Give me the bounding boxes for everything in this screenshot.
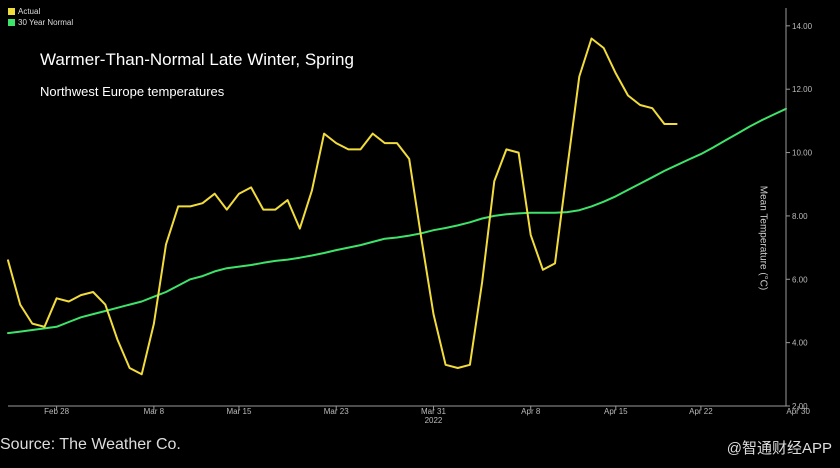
x-tick-label: Mar 23 xyxy=(324,407,349,416)
x-tick-label: Feb 28 xyxy=(44,407,69,416)
y-tick-label: 8.00 xyxy=(792,212,808,221)
source-note: Source: The Weather Co. xyxy=(0,436,181,453)
x-tick-label: Apr 15 xyxy=(604,407,628,416)
y-tick-label: 4.00 xyxy=(792,339,808,348)
y-axis: 2.00 4.00 6.00 8.00 10.00 12.00 14.00 xyxy=(785,8,813,411)
y-tick-label: 10.00 xyxy=(792,149,813,158)
x-tick-label: Apr 30 xyxy=(786,407,810,416)
y-tick-label: 6.00 xyxy=(792,275,808,284)
legend-swatch-actual xyxy=(8,8,15,15)
legend-item-actual: Actual xyxy=(8,6,73,17)
legend-swatch-normal xyxy=(8,19,15,26)
watermark: @智通财经APP xyxy=(726,440,832,457)
legend: Actual 30 Year Normal xyxy=(8,6,73,28)
x-tick-label: Apr 8 xyxy=(521,407,541,416)
legend-label-actual: Actual xyxy=(18,7,41,16)
series-line-normal xyxy=(7,107,787,335)
x-tick-label: Mar 15 xyxy=(227,407,252,416)
series-line-actual xyxy=(7,37,678,376)
legend-label-normal: 30 Year Normal xyxy=(18,18,74,27)
y-tick-label: 14.00 xyxy=(792,22,813,31)
y-tick-label: 2.00 xyxy=(792,402,808,411)
y-axis-title: Mean Temperature (°C) xyxy=(757,185,769,291)
x-axis: Feb 28 Mar 8 Mar 15 Mar 23 Mar 31 Apr 8 Apr 15… xyxy=(8,405,810,425)
chart-subtitle: Northwest Europe temperatures xyxy=(40,84,225,99)
y-tick-label: 12.00 xyxy=(792,85,813,94)
x-year-label: 2022 xyxy=(425,416,443,425)
x-tick-label: Mar 8 xyxy=(144,407,165,416)
plot-area xyxy=(7,37,787,376)
legend-item-normal: 30 Year Normal xyxy=(8,17,73,28)
x-tick-label: Mar 31 xyxy=(421,407,446,416)
x-tick-label: Apr 22 xyxy=(689,407,713,416)
chart-title: Warmer-Than-Normal Late Winter, Spring xyxy=(40,50,354,69)
